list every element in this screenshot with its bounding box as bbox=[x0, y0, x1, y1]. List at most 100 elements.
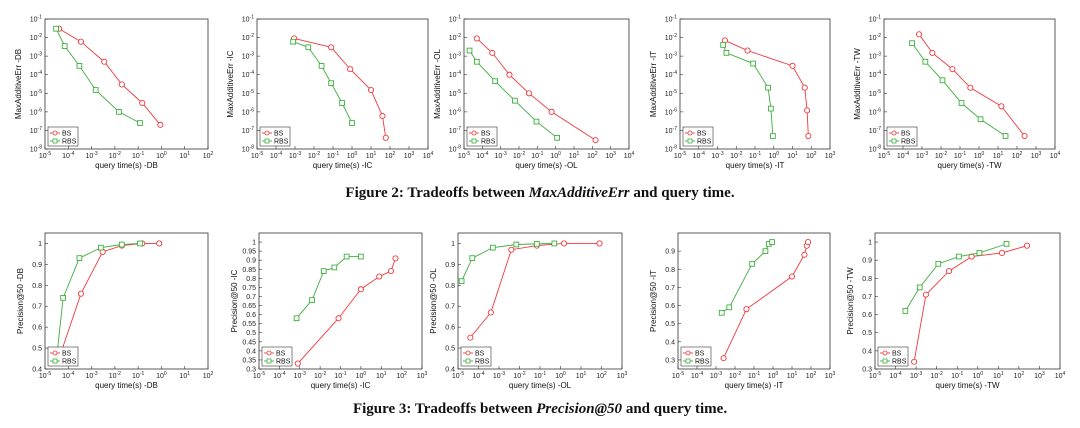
x-tick-label: 10-2 bbox=[935, 151, 947, 160]
y-tick-label: 0.6 bbox=[445, 325, 455, 332]
point-bs bbox=[367, 86, 375, 94]
point-rbs bbox=[137, 240, 143, 247]
x-tick-label: 100 bbox=[555, 371, 566, 380]
point-rbs bbox=[723, 50, 730, 56]
x-tick-label: 100 bbox=[156, 151, 167, 160]
point-bs bbox=[77, 38, 85, 45]
point-rbs bbox=[958, 100, 965, 106]
y-tick-label: 0.9 bbox=[445, 262, 455, 269]
x-tick-label: 102 bbox=[396, 371, 407, 380]
x-tick-label: 10-1 bbox=[327, 151, 339, 160]
series-line-bs bbox=[294, 37, 387, 138]
point-bs bbox=[376, 273, 383, 280]
x-axis-label: query time(s) -TW bbox=[936, 381, 1000, 390]
y-tick-label: 10-5 bbox=[869, 89, 881, 98]
y-tick-label: 0.4 bbox=[445, 367, 455, 374]
x-tick-label: 10-1 bbox=[334, 371, 346, 380]
legend-marker bbox=[52, 130, 58, 136]
y-tick-label: 0.7 bbox=[445, 304, 455, 311]
y-axis-label: Precision@50 -OL bbox=[429, 268, 438, 334]
point-bs bbox=[77, 290, 85, 297]
x-tick-label: 10-3 bbox=[493, 371, 505, 380]
x-tick-label: 10-1 bbox=[132, 151, 144, 160]
point-bs bbox=[489, 49, 496, 56]
y-tick-label: 10-7 bbox=[665, 126, 677, 135]
x-tick-label: 100 bbox=[550, 151, 561, 160]
y-tick-label: 1 bbox=[451, 241, 455, 248]
y-tick-label: 10-2 bbox=[449, 33, 461, 42]
legend-label: BS bbox=[697, 131, 707, 138]
y-tick-label: 0.9 bbox=[246, 258, 256, 265]
y-axis-label: MaxAdditiveErr -IT bbox=[649, 51, 658, 117]
x-tick-label: 10-4 bbox=[889, 371, 901, 380]
point-rbs bbox=[976, 250, 983, 256]
y-tick-label: 0.6 bbox=[32, 325, 42, 332]
legend-marker bbox=[687, 130, 693, 136]
point-rbs bbox=[489, 244, 496, 251]
point-bs bbox=[347, 66, 354, 73]
point-rbs bbox=[551, 240, 558, 247]
plot-frame bbox=[44, 232, 209, 370]
x-tick-label: 10-3 bbox=[910, 371, 922, 380]
point-bs bbox=[801, 84, 808, 91]
point-rbs bbox=[137, 120, 143, 126]
figure-2-caption-emphasis: MaxAdditiveErr bbox=[528, 185, 630, 201]
x-tick-label: 103 bbox=[1034, 371, 1045, 380]
legend-marker bbox=[52, 350, 58, 356]
x-tick-label: 10-3 bbox=[85, 371, 97, 380]
legend-marker bbox=[264, 138, 270, 144]
point-rbs bbox=[339, 100, 345, 106]
series-line-bs bbox=[469, 243, 600, 338]
point-rbs bbox=[309, 297, 315, 303]
x-tick-label: 10-5 bbox=[39, 371, 51, 380]
y-tick-label: 10-2 bbox=[30, 33, 42, 42]
legend-marker bbox=[465, 358, 471, 364]
y-tick-label: 10-5 bbox=[665, 89, 677, 98]
x-axis-label: query time(s) -DB bbox=[95, 381, 158, 390]
x-tick-label: 103 bbox=[404, 151, 415, 160]
series-line-bs bbox=[913, 245, 1028, 362]
series-line-bs bbox=[58, 28, 161, 126]
x-tick-label: 101 bbox=[366, 151, 377, 160]
y-tick-label: 0.4 bbox=[862, 348, 872, 355]
x-tick-label: 103 bbox=[825, 371, 836, 380]
x-tick-label: 102 bbox=[1014, 371, 1025, 380]
point-rbs bbox=[955, 253, 962, 260]
y-tick-label: 10-8 bbox=[30, 145, 42, 154]
point-rbs bbox=[922, 58, 929, 65]
y-tick-label: 10-7 bbox=[869, 126, 881, 135]
point-bs bbox=[916, 31, 923, 38]
point-bs bbox=[720, 355, 727, 362]
y-tick-label: 10-7 bbox=[449, 126, 461, 135]
point-bs bbox=[525, 90, 533, 97]
x-tick-label: 101 bbox=[787, 151, 798, 160]
y-tick-label: 1 bbox=[868, 240, 872, 247]
figure-3-chart-2: 10-5 10-4 10-3 10-2 10-1 100 101 102 103 0.3 0.35 0… bbox=[230, 232, 428, 390]
x-tick-label: 10-2 bbox=[109, 371, 121, 380]
y-tick-label: 10-6 bbox=[242, 107, 254, 116]
y-tick-label: 0.9 bbox=[862, 258, 872, 265]
legend-label: BS bbox=[475, 351, 485, 358]
point-rbs bbox=[76, 255, 83, 261]
x-tick-label: 103 bbox=[417, 371, 428, 380]
x-tick-label: 10-3 bbox=[294, 371, 306, 380]
plot-frame bbox=[874, 232, 1061, 370]
point-bs bbox=[392, 255, 399, 262]
legend-label: RBS bbox=[475, 359, 490, 366]
legend-label: RBS bbox=[276, 359, 291, 366]
x-tick-label: 10-2 bbox=[729, 371, 741, 380]
point-bs bbox=[382, 134, 389, 141]
point-rbs bbox=[902, 308, 909, 314]
y-tick-label: 10-3 bbox=[869, 52, 881, 61]
x-tick-label: 103 bbox=[605, 151, 616, 160]
y-tick-label: 0.4 bbox=[32, 367, 42, 374]
point-rbs bbox=[331, 264, 338, 271]
x-axis-label: query time(s) -TW bbox=[938, 161, 1002, 170]
x-tick-label: 10-4 bbox=[270, 151, 282, 160]
point-bs bbox=[508, 246, 515, 253]
point-rbs bbox=[765, 84, 771, 91]
figure-2-caption-suffix: and query time. bbox=[629, 185, 735, 201]
point-rbs bbox=[750, 60, 757, 67]
y-tick-label: 0.85 bbox=[242, 267, 256, 274]
x-tick-label: 10-1 bbox=[531, 151, 543, 160]
